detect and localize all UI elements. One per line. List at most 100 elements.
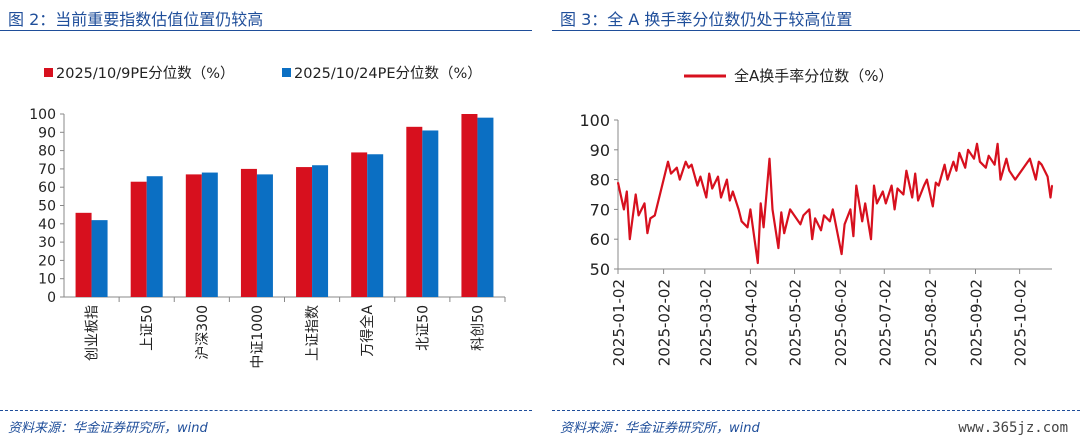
x-tick-label: 2025-09-02 <box>967 279 985 366</box>
data-point <box>984 166 987 169</box>
data-point <box>687 166 690 169</box>
y-tick-label: 100 <box>579 111 610 130</box>
x-category-label: 沪深300 <box>195 305 211 360</box>
legend-label-2: 2025/10/24PE分位数（%） <box>294 65 482 82</box>
x-tick-label: 2025-05-02 <box>787 279 805 366</box>
y-tick-label: 90 <box>590 141 610 160</box>
data-point <box>814 217 816 220</box>
data-point <box>843 223 846 226</box>
data-point <box>1029 157 1031 160</box>
data-point <box>905 169 908 172</box>
data-point <box>932 205 934 208</box>
data-point <box>914 172 916 175</box>
data-point <box>855 184 858 187</box>
y-tick-label: 0 <box>47 290 56 306</box>
data-point <box>720 196 722 199</box>
data-point <box>996 143 999 145</box>
legend-label-1: 2025/10/9PE分位数（%） <box>56 65 235 82</box>
x-tick-label: 2025-03-02 <box>697 279 715 366</box>
data-point <box>637 214 640 217</box>
data-point <box>649 217 652 220</box>
data-point <box>1046 175 1049 178</box>
bar-2-创业板指 <box>91 220 108 297</box>
right-title-rule <box>552 30 1080 31</box>
y-tick-label: 90 <box>38 125 56 141</box>
x-tick-label: 2025-01-02 <box>610 279 628 366</box>
data-point <box>1051 184 1053 187</box>
data-point <box>870 238 872 240</box>
data-point <box>646 232 649 235</box>
data-point <box>926 178 928 181</box>
x-tick-label: 2025-08-02 <box>922 279 940 366</box>
x-category-label: 科创50 <box>470 305 486 351</box>
turnover-percentile-line-chart: 全A换手率分位数（%） 50 60 70 80 90 100 2025-01-02 2025-0… <box>579 67 1054 366</box>
data-point <box>884 202 887 205</box>
data-point <box>873 184 875 187</box>
data-point <box>643 202 646 205</box>
y-tick-label: 10 <box>38 272 56 288</box>
data-point <box>934 181 937 184</box>
data-point <box>711 187 713 190</box>
left-source-note: 资料来源：华金证券研究所，wind <box>8 421 208 436</box>
x-tick-label: 2025-02-02 <box>656 279 674 366</box>
x-tick-label: 2025-06-02 <box>832 279 850 366</box>
data-point <box>902 193 905 196</box>
data-point <box>676 166 678 169</box>
y-tick-label: 60 <box>590 230 610 249</box>
data-point <box>831 208 834 211</box>
data-point <box>699 175 702 178</box>
data-point <box>717 175 719 178</box>
y-tick-label: 80 <box>38 144 56 160</box>
data-point <box>808 208 811 211</box>
bar-1-北证50 <box>406 126 423 297</box>
site-watermark: www.365jz.com <box>956 420 1070 436</box>
data-point <box>696 184 699 187</box>
data-point <box>861 220 864 223</box>
x-category-label: 万得全A <box>359 305 376 357</box>
data-point <box>789 208 791 211</box>
y-tick-label: 20 <box>38 253 56 269</box>
bar-2-科创50 <box>477 117 494 297</box>
data-point <box>705 196 708 199</box>
bar-1-上证指数 <box>296 167 313 297</box>
bar-2-上证指数 <box>312 165 329 297</box>
left-figure-panel: 图 2：当前重要指数估值位置仍较高 2025/10/9PE分位数（%） 2025/… <box>0 0 532 446</box>
data-point <box>799 223 802 226</box>
legend-swatch-1 <box>44 68 53 77</box>
x-category-label: 北证50 <box>415 305 431 351</box>
data-point <box>653 214 656 217</box>
data-point <box>893 208 896 211</box>
data-point <box>746 226 749 229</box>
data-point <box>1049 196 1052 199</box>
bar-2-中证1000 <box>256 174 273 297</box>
x-category-label: 中证1000 <box>250 305 266 369</box>
data-point <box>967 149 969 151</box>
data-point <box>729 199 731 202</box>
data-point <box>882 190 884 193</box>
data-point <box>943 163 946 166</box>
data-point <box>958 151 961 154</box>
data-point <box>952 160 955 163</box>
data-point <box>670 172 672 175</box>
data-point <box>771 208 774 211</box>
data-point <box>731 190 734 193</box>
data-point <box>749 208 752 211</box>
data-point <box>780 211 783 214</box>
data-point <box>1008 169 1011 172</box>
data-point <box>667 160 669 163</box>
left-title-rule <box>0 30 532 31</box>
x-tick-label: 2025-07-02 <box>876 279 894 366</box>
x-category-label: 上证指数 <box>305 305 321 361</box>
data-point <box>708 172 711 175</box>
right-figure-panel: 图 3：全 A 换手率分位数仍处于较高位置 全A换手率分位数（%） 50 60 70 8… <box>552 0 1080 446</box>
data-point <box>783 232 786 235</box>
y-tick-label: 100 <box>29 107 56 123</box>
y-tick-label: 50 <box>590 260 610 279</box>
data-point <box>979 160 981 163</box>
data-point <box>946 178 949 181</box>
right-source-rule <box>552 410 1080 411</box>
bar-2-万得全A <box>367 154 384 297</box>
data-point <box>917 199 919 202</box>
data-point <box>864 202 866 205</box>
y-tick-label: 60 <box>38 180 56 196</box>
